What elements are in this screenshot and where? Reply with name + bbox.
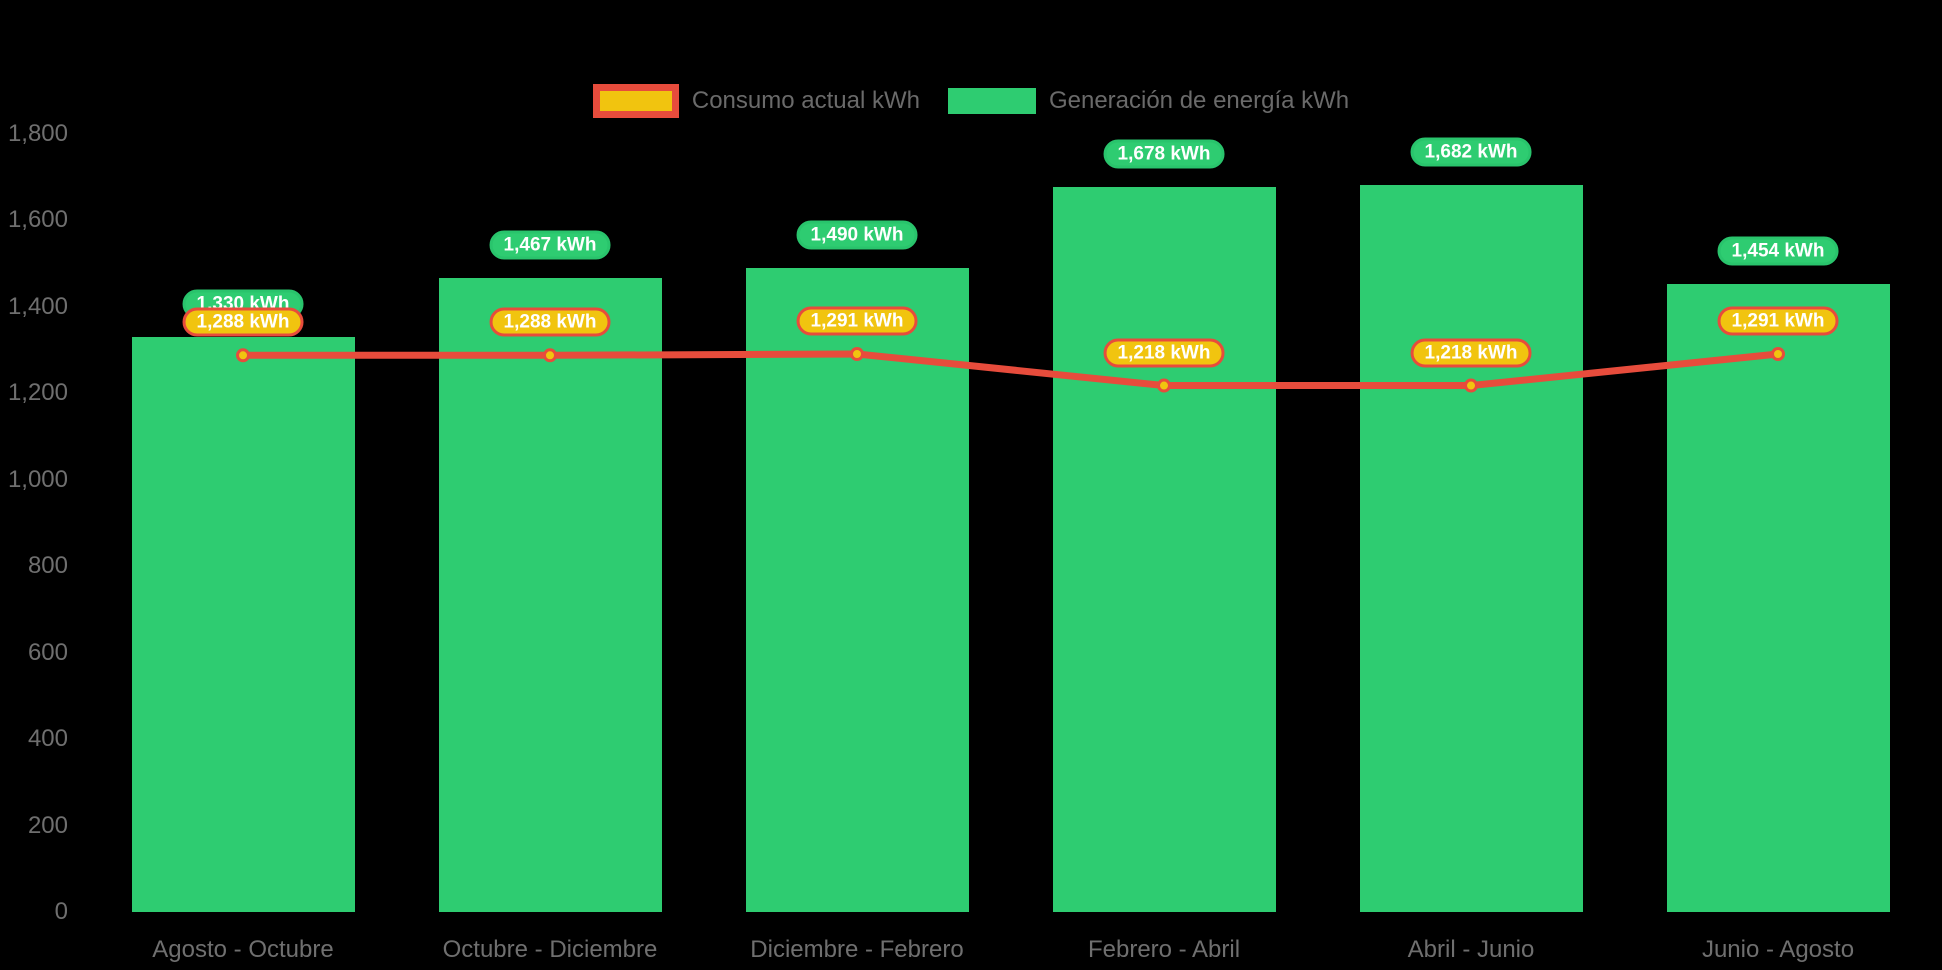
legend-item-consumption[interactable]: Consumo actual kWh [592,84,920,118]
y-axis-tick-label: 0 [54,898,68,925]
generation-value-badge: 1,454 kWh [1717,236,1839,266]
generation-swatch-icon [947,88,1036,114]
x-axis-category-label: Febrero - Abril [1087,936,1241,963]
generation-bar[interactable] [745,267,969,912]
consumption-point[interactable] [850,347,864,362]
consumption-swatch-icon [592,84,679,118]
y-axis-tick-label: 400 [27,725,68,753]
consumption-value-badge: 1,218 kWh [1410,338,1532,368]
y-axis-tick-label: 200 [27,811,68,839]
consumption-point[interactable] [236,348,250,363]
generation-value-badge: 1,678 kWh [1103,139,1225,169]
y-axis-tick-label: 1,400 [7,292,68,320]
consumption-point[interactable] [1771,347,1785,362]
consumption-line[interactable] [243,350,1779,390]
x-axis-category-label: Abril - Junio [1407,936,1535,963]
legend: Consumo actual kWh Generación de energía… [0,84,1942,118]
y-axis-tick-label: 1,600 [7,206,68,234]
y-axis-tick-label: 1,200 [7,379,68,407]
legend-consumption-label: Consumo actual kWh [691,87,920,114]
y-axis-tick-label: 600 [27,638,68,666]
y-axis-tick-label: 800 [27,552,68,580]
generation-bar[interactable] [1666,283,1890,912]
generation-bar[interactable] [131,337,355,912]
consumption-point[interactable] [543,348,557,363]
generation-bar[interactable] [438,277,662,912]
generation-value-badge: 1,490 kWh [796,220,918,250]
generation-bar[interactable] [1359,185,1583,912]
generation-bar[interactable] [1052,186,1276,912]
legend-generation-label: Generación de energía kWh [1048,87,1350,114]
x-axis-category-label: Octubre - Diciembre [442,936,658,963]
consumption-value-badge: 1,288 kWh [182,307,304,337]
generation-value-badge: 1,682 kWh [1410,137,1532,167]
consumption-point[interactable] [1464,378,1478,393]
y-axis-tick-label: 1,800 [7,120,68,147]
legend-item-generation[interactable]: Generación de energía kWh [947,87,1350,115]
consumption-value-badge: 1,218 kWh [1103,338,1225,368]
x-axis-category-label: Agosto - Octubre [152,936,334,963]
consumption-point[interactable] [1157,378,1171,393]
y-axis-tick-label: 1,000 [7,465,68,493]
consumption-value-badge: 1,291 kWh [796,306,918,336]
consumption-value-badge: 1,288 kWh [489,307,611,337]
x-axis-category-label: Diciembre - Febrero [750,936,964,963]
x-axis-category-label: Junio - Agosto [1701,936,1855,963]
consumption-value-badge: 1,291 kWh [1717,306,1839,336]
generation-value-badge: 1,467 kWh [489,230,611,260]
